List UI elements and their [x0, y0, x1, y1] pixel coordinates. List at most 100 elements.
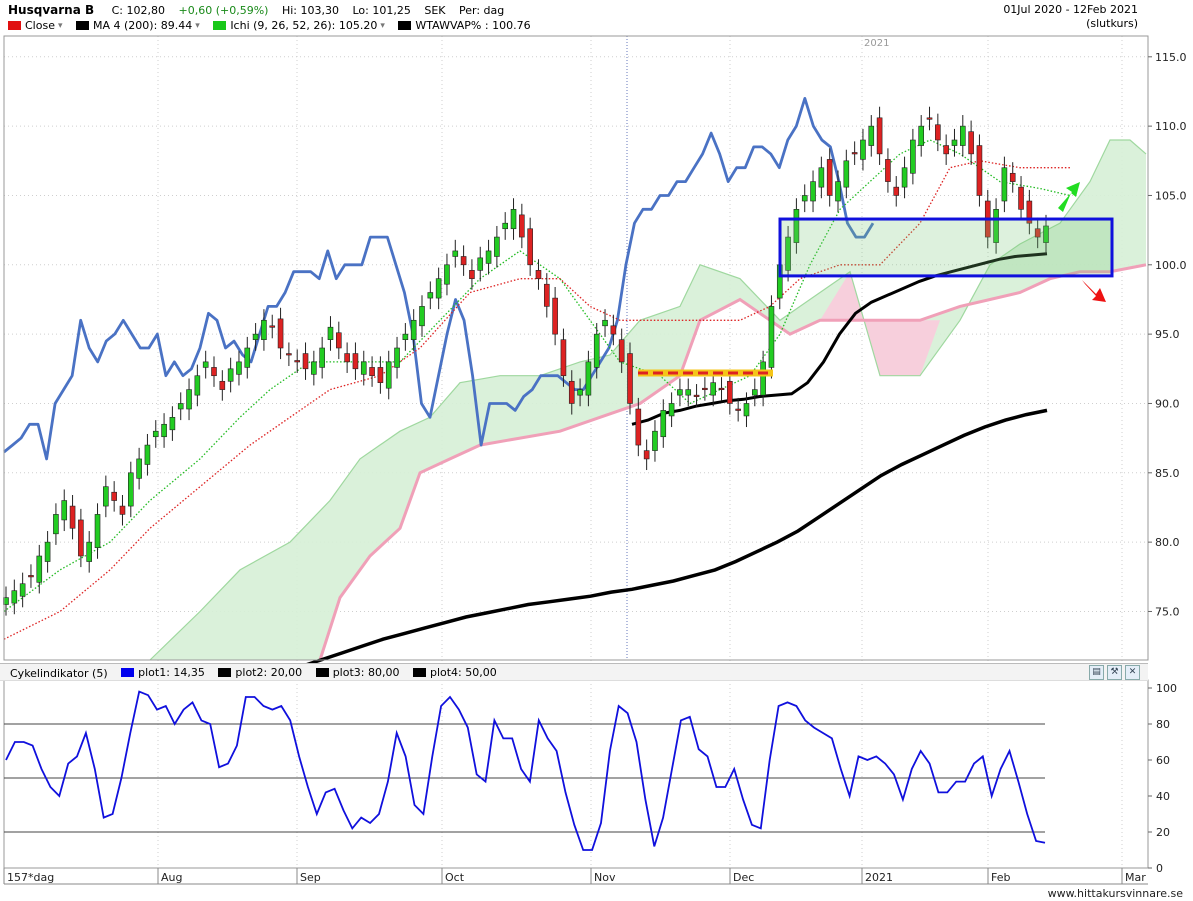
candle-body — [660, 410, 667, 438]
candle-body — [519, 214, 525, 238]
legend-plot1[interactable]: plot1: 14,35 — [121, 666, 205, 679]
candle-body — [136, 458, 142, 479]
candle-body — [1026, 200, 1033, 224]
legend-plot3[interactable]: plot3: 80,00 — [315, 666, 399, 679]
candle-body — [1001, 167, 1008, 202]
x-tick-label: Nov — [594, 871, 616, 884]
candle-body — [369, 367, 375, 377]
candle-body — [302, 353, 309, 370]
x-tick-label: Aug — [161, 871, 182, 884]
candle-body — [344, 353, 350, 363]
candle-body — [627, 353, 633, 404]
candle-body — [119, 505, 126, 515]
candle-body — [1043, 225, 1049, 243]
candle-body — [327, 326, 334, 340]
candle-body — [768, 306, 775, 368]
candle-body — [785, 236, 791, 271]
legend-ichimoku[interactable]: Ichi (9, 26, 52, 26): 105.20 ▾ — [213, 19, 385, 32]
candle-body — [810, 181, 816, 202]
indicator-y-tick-label: 40 — [1156, 790, 1170, 803]
candle-body — [244, 347, 251, 368]
dropdown-icon[interactable]: ▾ — [195, 20, 200, 31]
candle-body — [494, 236, 500, 257]
dropdown-icon[interactable]: ▾ — [57, 20, 63, 31]
candle-body — [976, 145, 983, 196]
candle-body — [826, 159, 833, 196]
candle-body — [510, 209, 517, 230]
candle-body — [876, 117, 883, 155]
candle-body — [1034, 228, 1041, 238]
date-range: 01Jul 2020 - 12Feb 2021 (slutkurs) — [1003, 3, 1138, 30]
candle-body — [194, 375, 201, 396]
candle-body — [377, 367, 384, 383]
candle-body — [460, 256, 467, 266]
indicator-y-tick-label: 100 — [1156, 682, 1177, 695]
y-tick-label: 105.0 — [1155, 189, 1187, 202]
close-icon[interactable]: ✕ — [1125, 665, 1140, 680]
candle-body — [485, 250, 492, 264]
ma200-line — [299, 408, 1048, 669]
candle-body — [128, 472, 134, 507]
candle-body — [502, 222, 509, 230]
candle-body — [860, 139, 866, 160]
candle-body — [801, 195, 808, 202]
y-tick-label: 85.0 — [1155, 467, 1180, 480]
legend-plot4[interactable]: plot4: 50,00 — [412, 666, 497, 679]
y-tick-label: 75.0 — [1155, 605, 1180, 618]
quote-line: Husqvarna B C: 102,80 +0,60 (+0,59%) Hi:… — [8, 3, 514, 17]
candle-body — [968, 131, 974, 155]
candle-body — [86, 541, 92, 562]
candle-body — [44, 541, 51, 562]
y-tick-label: 80.0 — [1155, 536, 1180, 549]
up-arrow-icon — [1058, 182, 1080, 212]
candle-body — [935, 124, 941, 141]
ichimoku-cloud-bearish — [780, 271, 940, 376]
candle-body — [743, 403, 750, 417]
watermark: www.hittakursvinnare.se — [1047, 887, 1183, 900]
indicator-plot-frame — [3, 679, 1149, 869]
legend-plot2[interactable]: plot2: 20,00 — [218, 666, 302, 679]
x-tick-label: Feb — [991, 871, 1010, 884]
indicator-y-tick-label: 80 — [1156, 718, 1170, 731]
candle-body — [69, 505, 76, 529]
candle-body — [385, 361, 392, 389]
candle-body — [444, 264, 450, 285]
high-price: Hi: 103,30 — [281, 4, 339, 17]
legend-wtawvap[interactable]: WTAWVAP% : 100.76 — [398, 19, 531, 32]
candle-body — [943, 145, 949, 155]
candle-body — [169, 417, 176, 431]
candle-body — [951, 139, 958, 146]
page-icon[interactable]: ▤ — [1089, 665, 1104, 680]
candle-body — [161, 423, 167, 438]
candle-body — [543, 283, 550, 307]
candle-body — [469, 270, 475, 279]
x-tick-label: Sep — [300, 871, 321, 884]
legend-close[interactable]: Close ▾ — [8, 19, 63, 32]
candle-body — [893, 186, 900, 196]
legend-ma200[interactable]: MA 4 (200): 89.44 ▾ — [76, 19, 200, 32]
candle-body — [552, 297, 558, 335]
dropdown-icon[interactable]: ▾ — [380, 20, 385, 31]
period: Per: dag — [459, 4, 505, 17]
x-tick-label: Dec — [733, 871, 754, 884]
candle-body — [261, 319, 267, 340]
candle-body — [294, 360, 301, 363]
candle-body — [286, 353, 292, 356]
candle-body — [793, 209, 800, 243]
candle-body — [144, 444, 151, 465]
candle-body — [111, 491, 117, 501]
candle-body — [311, 361, 317, 375]
candle-body — [568, 380, 575, 404]
kijun-sen-line — [3, 160, 1070, 640]
candle-body — [94, 514, 101, 548]
down-arrow-icon — [1082, 280, 1106, 302]
currency: SEK — [424, 4, 446, 17]
settings-icon[interactable]: ⚒ — [1107, 665, 1122, 680]
candle-body — [610, 325, 617, 335]
candle-body — [19, 583, 26, 597]
candle-body — [618, 339, 625, 363]
indicator-y-tick-label: 60 — [1156, 754, 1170, 767]
candle-body — [152, 430, 159, 438]
candle-body — [1009, 172, 1016, 182]
